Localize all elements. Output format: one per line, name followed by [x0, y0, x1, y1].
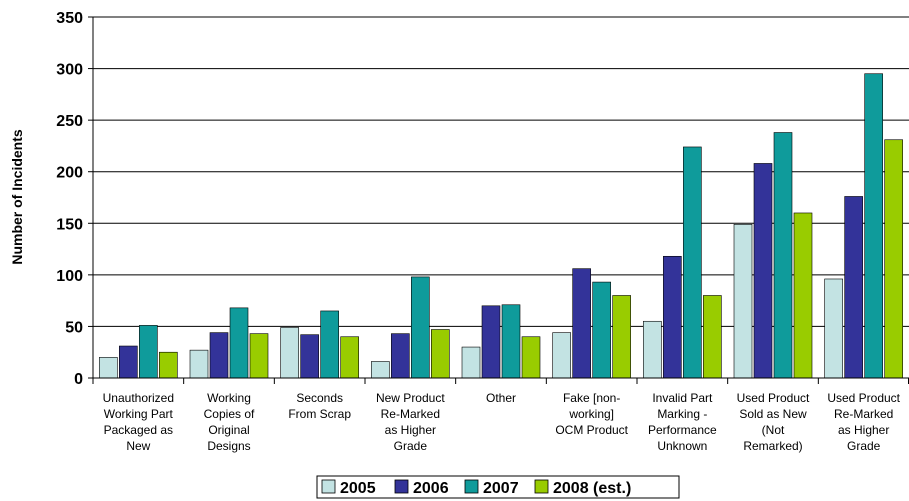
bar-2006-cat8 — [753, 163, 773, 379]
legend-swatch — [394, 479, 409, 494]
bar-2007-cat3 — [320, 310, 339, 379]
category-label-line: Seconds — [296, 391, 343, 405]
category-label-line: Other — [486, 391, 516, 405]
category-label-line: Remarked) — [743, 439, 802, 453]
legend-label: 2006 — [413, 480, 449, 497]
gridlines — [93, 16, 909, 327]
bar-2007-cat6 — [592, 281, 611, 379]
category-label-line: Grade — [394, 439, 428, 453]
bar-2008est-cat5 — [521, 336, 541, 379]
bar-2007-cat8 — [773, 132, 793, 379]
y-tick-label: 300 — [56, 62, 83, 79]
legend-label: 2008 (est.) — [553, 480, 631, 497]
y-tick-label: 250 — [56, 113, 83, 130]
category-label: Working Copies of Original Designs — [204, 391, 255, 453]
category-label: Unauthorized Working Part Packaged as New — [103, 391, 174, 453]
category-label: Used Product Sold as New (Not Remarked) — [737, 391, 810, 453]
category-label: Fake [non-working] OCM Product — [555, 391, 628, 437]
category-label: Used Product Re-Marked as Higher Grade — [827, 391, 900, 453]
category-label-line: From Scrap — [288, 407, 351, 421]
bars — [99, 73, 903, 379]
category-label-line: as Higher — [385, 423, 436, 437]
bar-2007-cat5 — [501, 304, 521, 379]
y-tick-labels: 0 50 100 150 200 250 300 350 — [56, 10, 83, 388]
bar-2007-cat9 — [864, 73, 883, 379]
x-category-labels: Unauthorized Working Part Packaged as New Wo… — [103, 391, 901, 453]
bar-2007-cat4 — [411, 276, 430, 379]
bar-2008est-cat3 — [340, 336, 359, 379]
category-label-line: Used Product — [827, 391, 900, 405]
y-tick-label: 50 — [65, 319, 83, 336]
legend-swatch — [534, 479, 549, 494]
axes — [88, 16, 909, 384]
category-label-line: Unknown — [657, 439, 707, 453]
bar-2005-cat3 — [280, 327, 299, 379]
category-label-line: OCM Product — [555, 423, 628, 437]
legend-label: 2007 — [483, 480, 519, 497]
bar-2008est-cat9 — [884, 139, 903, 379]
bar-2006-cat5 — [481, 305, 501, 379]
y-tick-label: 100 — [56, 268, 83, 285]
category-label-line: Designs — [207, 439, 250, 453]
legend: 2005 2006 2007 2008 (est.) — [316, 475, 680, 499]
bar-2007-cat7 — [683, 146, 702, 379]
y-tick-label: 0 — [74, 371, 83, 388]
bar-2006-cat6 — [572, 268, 591, 379]
bar-2005-cat4 — [371, 361, 390, 379]
y-tick-label: 150 — [56, 216, 83, 233]
bar-2005-cat6 — [552, 332, 571, 379]
bar-2005-cat5 — [461, 346, 481, 379]
y-tick-label: 200 — [56, 165, 83, 182]
bar-2007-cat2 — [229, 307, 249, 379]
legend-swatch — [321, 479, 336, 494]
category-label: New Product Re-Marked as Higher Grade — [376, 391, 445, 453]
category-label: Seconds From Scrap — [288, 391, 351, 421]
legend-label: 2005 — [340, 480, 376, 497]
bar-2006-cat4 — [391, 333, 410, 379]
bar-2008est-cat1 — [159, 351, 178, 379]
category-label-line: Working — [207, 391, 251, 405]
bar-2006-cat9 — [844, 196, 863, 379]
y-axis-label: Number of Incidents — [9, 129, 25, 265]
category-label-line: Re-Marked — [381, 407, 440, 421]
y-tick-label: 350 — [56, 10, 83, 27]
bar-2005-cat1 — [99, 357, 118, 379]
bar-2006-cat2 — [209, 332, 229, 379]
category-label-line: New Product — [376, 391, 445, 405]
category-label-line: Unauthorized — [103, 391, 174, 405]
category-label-line: Copies of — [204, 407, 255, 421]
category-label-line: Used Product — [737, 391, 810, 405]
category-label-line: Fake [non- — [563, 391, 620, 405]
bar-2005-cat2 — [189, 349, 209, 379]
category-label-line: (Not — [762, 423, 785, 437]
category-label: Invalid Part Marking - Performance Unknown — [648, 391, 717, 453]
category-label-line: as Higher — [838, 423, 889, 437]
category-label-line: working] — [568, 407, 614, 421]
category-label-line: Performance — [648, 423, 717, 437]
bar-2008est-cat6 — [612, 295, 631, 379]
category-label-line: Grade — [847, 439, 881, 453]
category-label-line: Re-Marked — [834, 407, 893, 421]
category-label-line: Marking - — [657, 407, 707, 421]
category-label-line: Working Part — [104, 407, 174, 421]
category-label-line: Invalid Part — [652, 391, 713, 405]
category-label-line: Sold as New — [739, 407, 807, 421]
bar-2006-cat7 — [663, 255, 682, 379]
bar-2006-cat1 — [119, 345, 138, 379]
category-label-line: Packaged as — [104, 423, 173, 437]
category-label: Other — [486, 391, 516, 405]
bar-2008est-cat4 — [431, 329, 450, 379]
category-label-line: New — [126, 439, 150, 453]
bar-2005-cat9 — [824, 278, 843, 379]
bar-2005-cat7 — [643, 320, 662, 379]
bar-2008est-cat8 — [793, 212, 813, 379]
category-label-line: Original — [208, 423, 249, 437]
bar-2008est-cat7 — [703, 295, 722, 379]
bar-2008est-cat2 — [249, 333, 269, 379]
bar-2007-cat1 — [139, 325, 158, 379]
bar-2005-cat8 — [733, 224, 753, 379]
legend-swatch — [464, 479, 479, 494]
bar-2006-cat3 — [300, 334, 319, 379]
